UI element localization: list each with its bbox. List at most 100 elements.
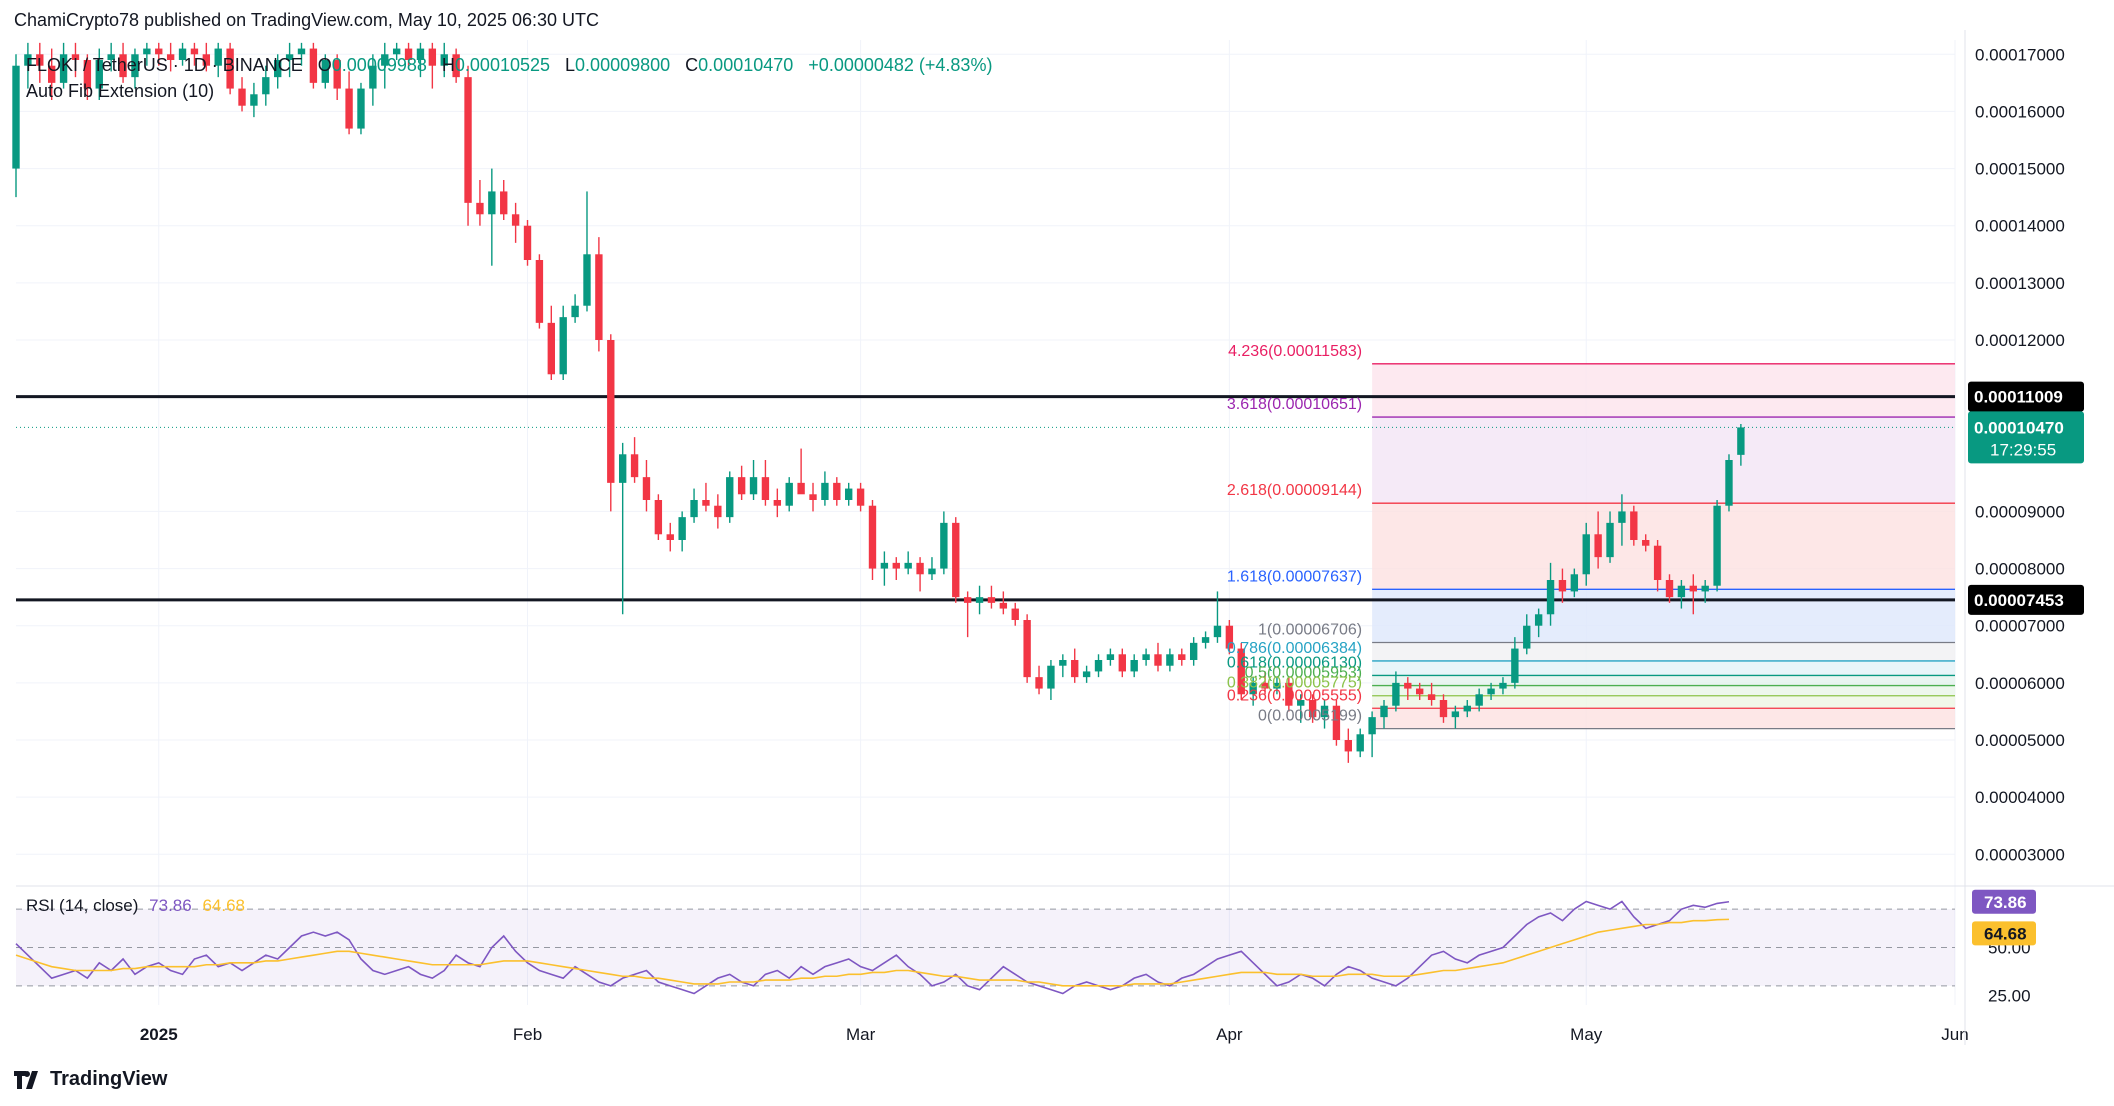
- candle-body: [773, 500, 782, 506]
- price-tick-label: 0.00016000: [1975, 102, 2065, 121]
- candle-body: [595, 254, 603, 340]
- candle: [404, 42, 413, 66]
- candle: [654, 494, 663, 540]
- fib-zone-4.236: [1372, 363, 1955, 418]
- rsi-badge[interactable]: [1972, 889, 2036, 914]
- candle: [36, 42, 44, 83]
- candle: [178, 42, 187, 66]
- candle: [262, 65, 270, 106]
- candle-body: [1404, 682, 1412, 689]
- last-price-badge[interactable]: [1968, 411, 2084, 464]
- candle-body: [1534, 614, 1543, 626]
- candle-body: [1713, 505, 1721, 586]
- candle: [678, 511, 686, 552]
- candle-body: [1059, 660, 1067, 666]
- indicator-name[interactable]: Auto Fib Extension (10): [26, 81, 215, 101]
- candle-body: [975, 597, 984, 603]
- candle-body: [274, 60, 282, 78]
- rsi-legend[interactable]: RSI (14, close) 73.86 64.68: [26, 896, 245, 916]
- fib-zone-0.236: [1372, 708, 1955, 729]
- candle: [523, 220, 532, 266]
- fib-label-1: 1(0.00006706): [1258, 622, 1362, 639]
- candle: [511, 202, 520, 243]
- candle: [321, 54, 329, 89]
- candle-body: [1439, 700, 1448, 718]
- candle-body: [1273, 682, 1281, 689]
- candle-body: [535, 260, 544, 323]
- candle-body: [24, 54, 32, 66]
- candle: [773, 488, 782, 518]
- candle-body: [654, 500, 663, 535]
- price-badge-label-1: 0.00011009: [1974, 388, 2063, 407]
- rsi-ma-line: [15, 918, 1730, 987]
- candle-body: [285, 54, 294, 60]
- candle-body: [131, 54, 139, 78]
- candle: [809, 482, 817, 512]
- candle-body: [607, 340, 615, 483]
- candle: [1142, 648, 1150, 666]
- candle-body: [1201, 637, 1210, 643]
- candle-body: [1237, 648, 1245, 695]
- candle: [131, 48, 139, 89]
- candle: [71, 42, 80, 78]
- candle-body: [404, 48, 413, 60]
- candle: [618, 442, 627, 615]
- candle-body: [1475, 694, 1483, 706]
- candle: [1237, 642, 1245, 700]
- fib-zone-0.618: [1372, 675, 1955, 686]
- candle-body: [1725, 460, 1733, 506]
- candle-body: [1047, 665, 1055, 689]
- candle: [987, 585, 996, 609]
- price-badge-2[interactable]: [1968, 584, 2084, 615]
- rsi-ma-badge[interactable]: [1972, 921, 2036, 946]
- candle: [452, 48, 460, 83]
- candle: [583, 191, 591, 312]
- candle-body: [1106, 654, 1115, 660]
- candle-body: [1261, 682, 1269, 689]
- fib-label-0: 0(0.00005199): [1258, 708, 1362, 725]
- tradingview-logo[interactable]: TradingView: [14, 1068, 167, 1091]
- candle-body: [999, 602, 1008, 609]
- time-tick-label: 2025: [140, 1025, 178, 1044]
- candle-body: [392, 48, 401, 55]
- candle-body: [440, 54, 448, 66]
- candle-body: [666, 534, 674, 540]
- candle-body: [119, 54, 127, 78]
- candle-body: [1570, 574, 1579, 592]
- candle-body: [856, 488, 865, 506]
- candle-body: [1356, 734, 1364, 752]
- candle-body: [928, 568, 936, 575]
- candle: [1570, 568, 1579, 598]
- candle-body: [785, 482, 793, 506]
- candle: [1427, 682, 1436, 706]
- candle-body: [1523, 625, 1531, 649]
- candle: [1677, 580, 1686, 609]
- candle: [702, 482, 710, 512]
- candle-body: [952, 522, 960, 598]
- candle-body: [1082, 671, 1091, 678]
- candle: [166, 42, 175, 72]
- fib-label-0.786: 0.786(0.00006384): [1227, 640, 1362, 657]
- horizontal-lines[interactable]: [16, 395, 1955, 602]
- time-tick-label: Jun: [1941, 1025, 1968, 1044]
- candle-body: [297, 48, 306, 55]
- candle: [1023, 614, 1031, 683]
- candle: [952, 517, 960, 603]
- candle-body: [1511, 648, 1519, 683]
- candle-body: [749, 477, 758, 495]
- symbol-name[interactable]: FLOKI / TetherUS · 1D · BINANCE: [26, 55, 303, 75]
- candle-body: [1427, 694, 1436, 700]
- price-tick-label: 0.00008000: [1975, 560, 2065, 579]
- price-badge-1[interactable]: [1968, 381, 2084, 412]
- candle: [761, 460, 770, 506]
- time-axis[interactable]: 2025 Feb Mar Apr May Jun: [140, 30, 1969, 1045]
- candle-body: [642, 477, 651, 500]
- candle: [535, 254, 544, 329]
- candle-body: [1011, 608, 1019, 620]
- price-axis[interactable]: 0.00017000 0.00016000 0.00015000 0.00014000…: [1968, 45, 2084, 864]
- candle: [47, 48, 56, 100]
- candle: [309, 42, 318, 89]
- candle-body: [83, 60, 92, 89]
- candle: [999, 591, 1008, 615]
